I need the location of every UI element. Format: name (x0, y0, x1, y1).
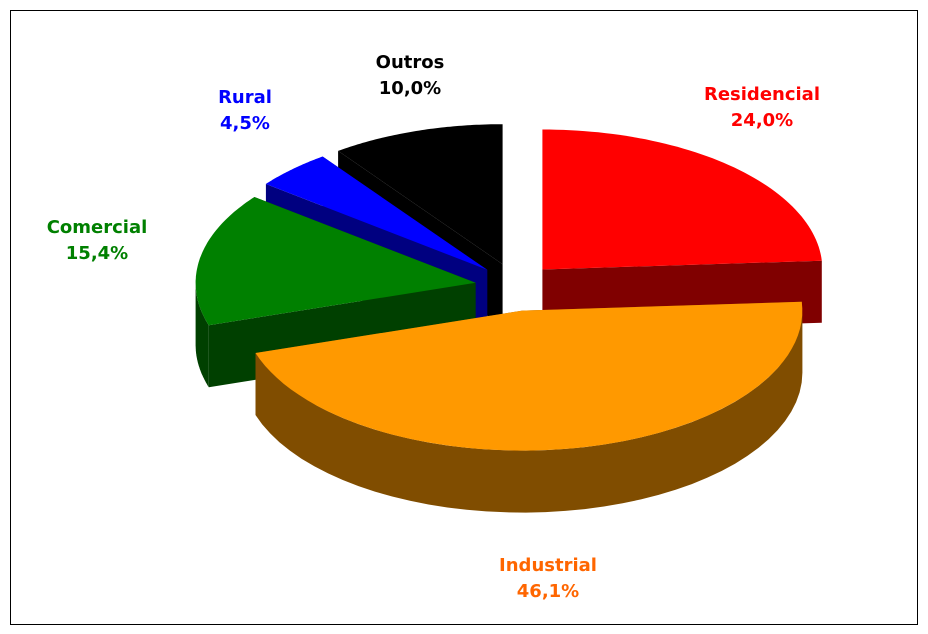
slice-wall (195, 282, 209, 388)
slice-label: Rural (218, 87, 272, 108)
slice-value-label: 15,4% (66, 243, 128, 264)
slice-top (255, 301, 803, 451)
slice-label: Industrial (499, 555, 597, 576)
slice (255, 301, 803, 513)
slice-wall (255, 310, 803, 513)
slice-top (542, 129, 822, 270)
slice-value-label: 10,0% (379, 78, 441, 99)
slice-top (265, 156, 488, 270)
pie (195, 124, 822, 513)
slice-label: Outros (376, 52, 445, 73)
labels: Residencial 24,0% Industrial 46,1% Comercial… (47, 52, 820, 602)
slice-value-label: 46,1% (517, 581, 579, 602)
slice-label: Residencial (704, 84, 820, 105)
slice-value-label: 4,5% (220, 113, 270, 134)
slice-label: Comercial (47, 217, 148, 238)
slice-top (338, 124, 503, 265)
slice-top (195, 197, 476, 326)
slice-value-label: 24,0% (731, 110, 793, 131)
